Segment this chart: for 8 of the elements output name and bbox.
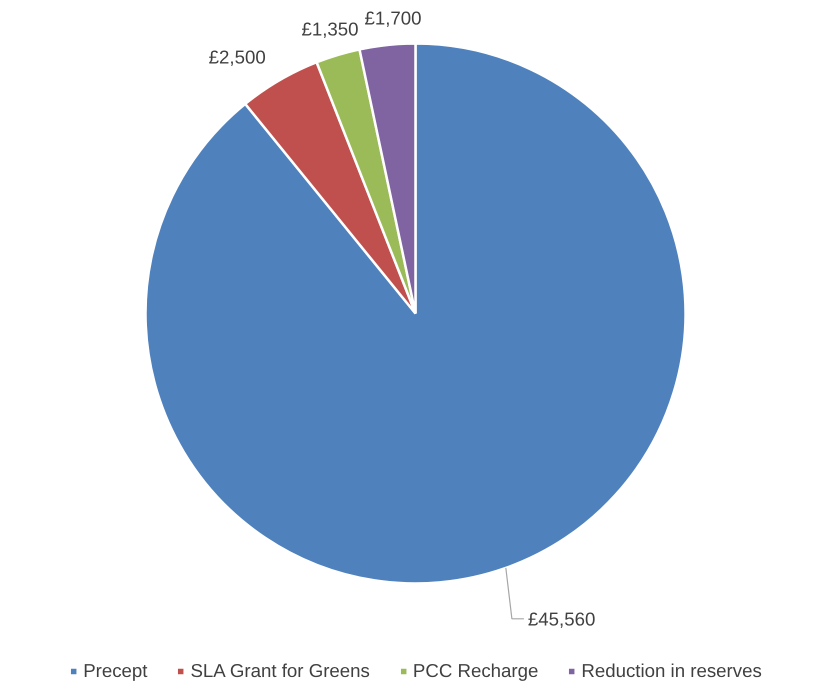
- data-label: £1,350: [301, 18, 359, 40]
- data-label: £2,500: [208, 46, 266, 68]
- legend-label: PCC Recharge: [412, 660, 538, 682]
- legend-label: SLA Grant for Greens: [190, 660, 370, 682]
- data-label: £45,560: [528, 608, 596, 630]
- legend-label: Reduction in reserves: [581, 660, 762, 682]
- legend-label: Precept: [83, 660, 148, 682]
- data-label: £1,700: [364, 8, 422, 29]
